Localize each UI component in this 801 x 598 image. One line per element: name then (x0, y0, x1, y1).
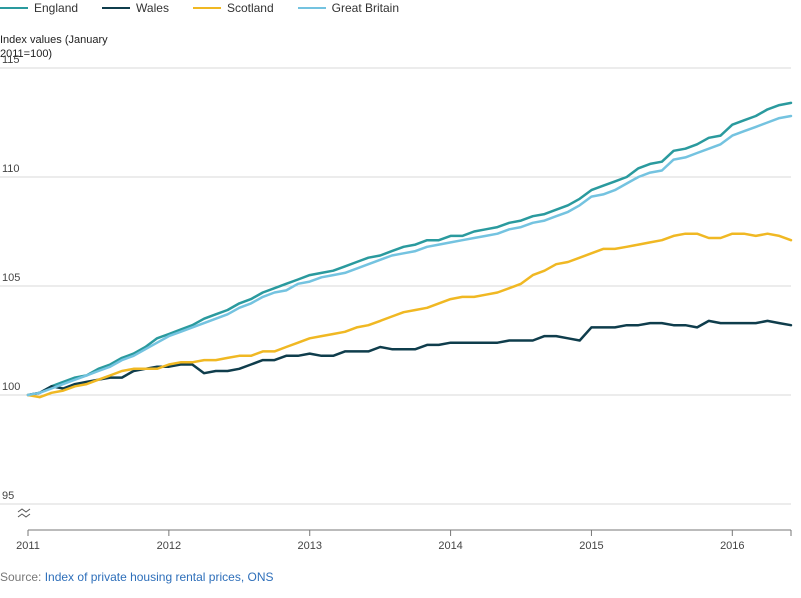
legend-label: Scotland (226, 1, 274, 15)
x-tick-label-2012: 2012 (157, 540, 181, 552)
legend-label: Wales (136, 1, 169, 15)
y-tick-label-95: 95 (2, 490, 14, 502)
x-tick-label-2016: 2016 (720, 540, 744, 552)
series-line-wales (26, 319, 793, 397)
source-note: Source: Index of private housing rental … (0, 570, 274, 584)
legend-item-great-britain: Great Britain (297, 1, 400, 15)
legend-swatch (0, 7, 28, 9)
x-tick-label-2015: 2015 (579, 540, 603, 552)
legend-label: England (34, 1, 79, 15)
source-prefix: Source: (0, 570, 45, 584)
series-line-england (26, 101, 793, 397)
x-tick-label-2014: 2014 (438, 540, 462, 552)
y-tick-label-100: 100 (2, 381, 20, 393)
line-chart: 95 100 105 110 115 2011 2012 2013 2014 2015 2016 (0, 54, 793, 552)
chart-legend: England Wales Scotland Great Britain (0, 0, 423, 16)
source-link[interactable]: Index of private housing rental prices, … (44, 570, 274, 584)
y-tick-label-110: 110 (2, 163, 20, 175)
legend-item-wales: Wales (102, 1, 169, 15)
legend-item-england: England (0, 1, 78, 15)
x-tick-label-2013: 2013 (297, 540, 321, 552)
y-tick-label-115: 115 (2, 54, 20, 66)
legend-swatch (297, 7, 326, 9)
x-tick-label-2011: 2011 (16, 540, 40, 552)
legend-item-scotland: Scotland (192, 1, 274, 15)
legend-label: Great Britain (331, 1, 400, 15)
series-line-scotland (26, 232, 793, 399)
series-line-great-britain (26, 114, 793, 397)
legend-swatch (102, 7, 131, 9)
legend-swatch (192, 7, 221, 9)
y-axis-label: Index values (January 2011=100) (0, 34, 108, 60)
axis-break-icon (17, 508, 31, 518)
y-tick-label-105: 105 (2, 272, 20, 284)
